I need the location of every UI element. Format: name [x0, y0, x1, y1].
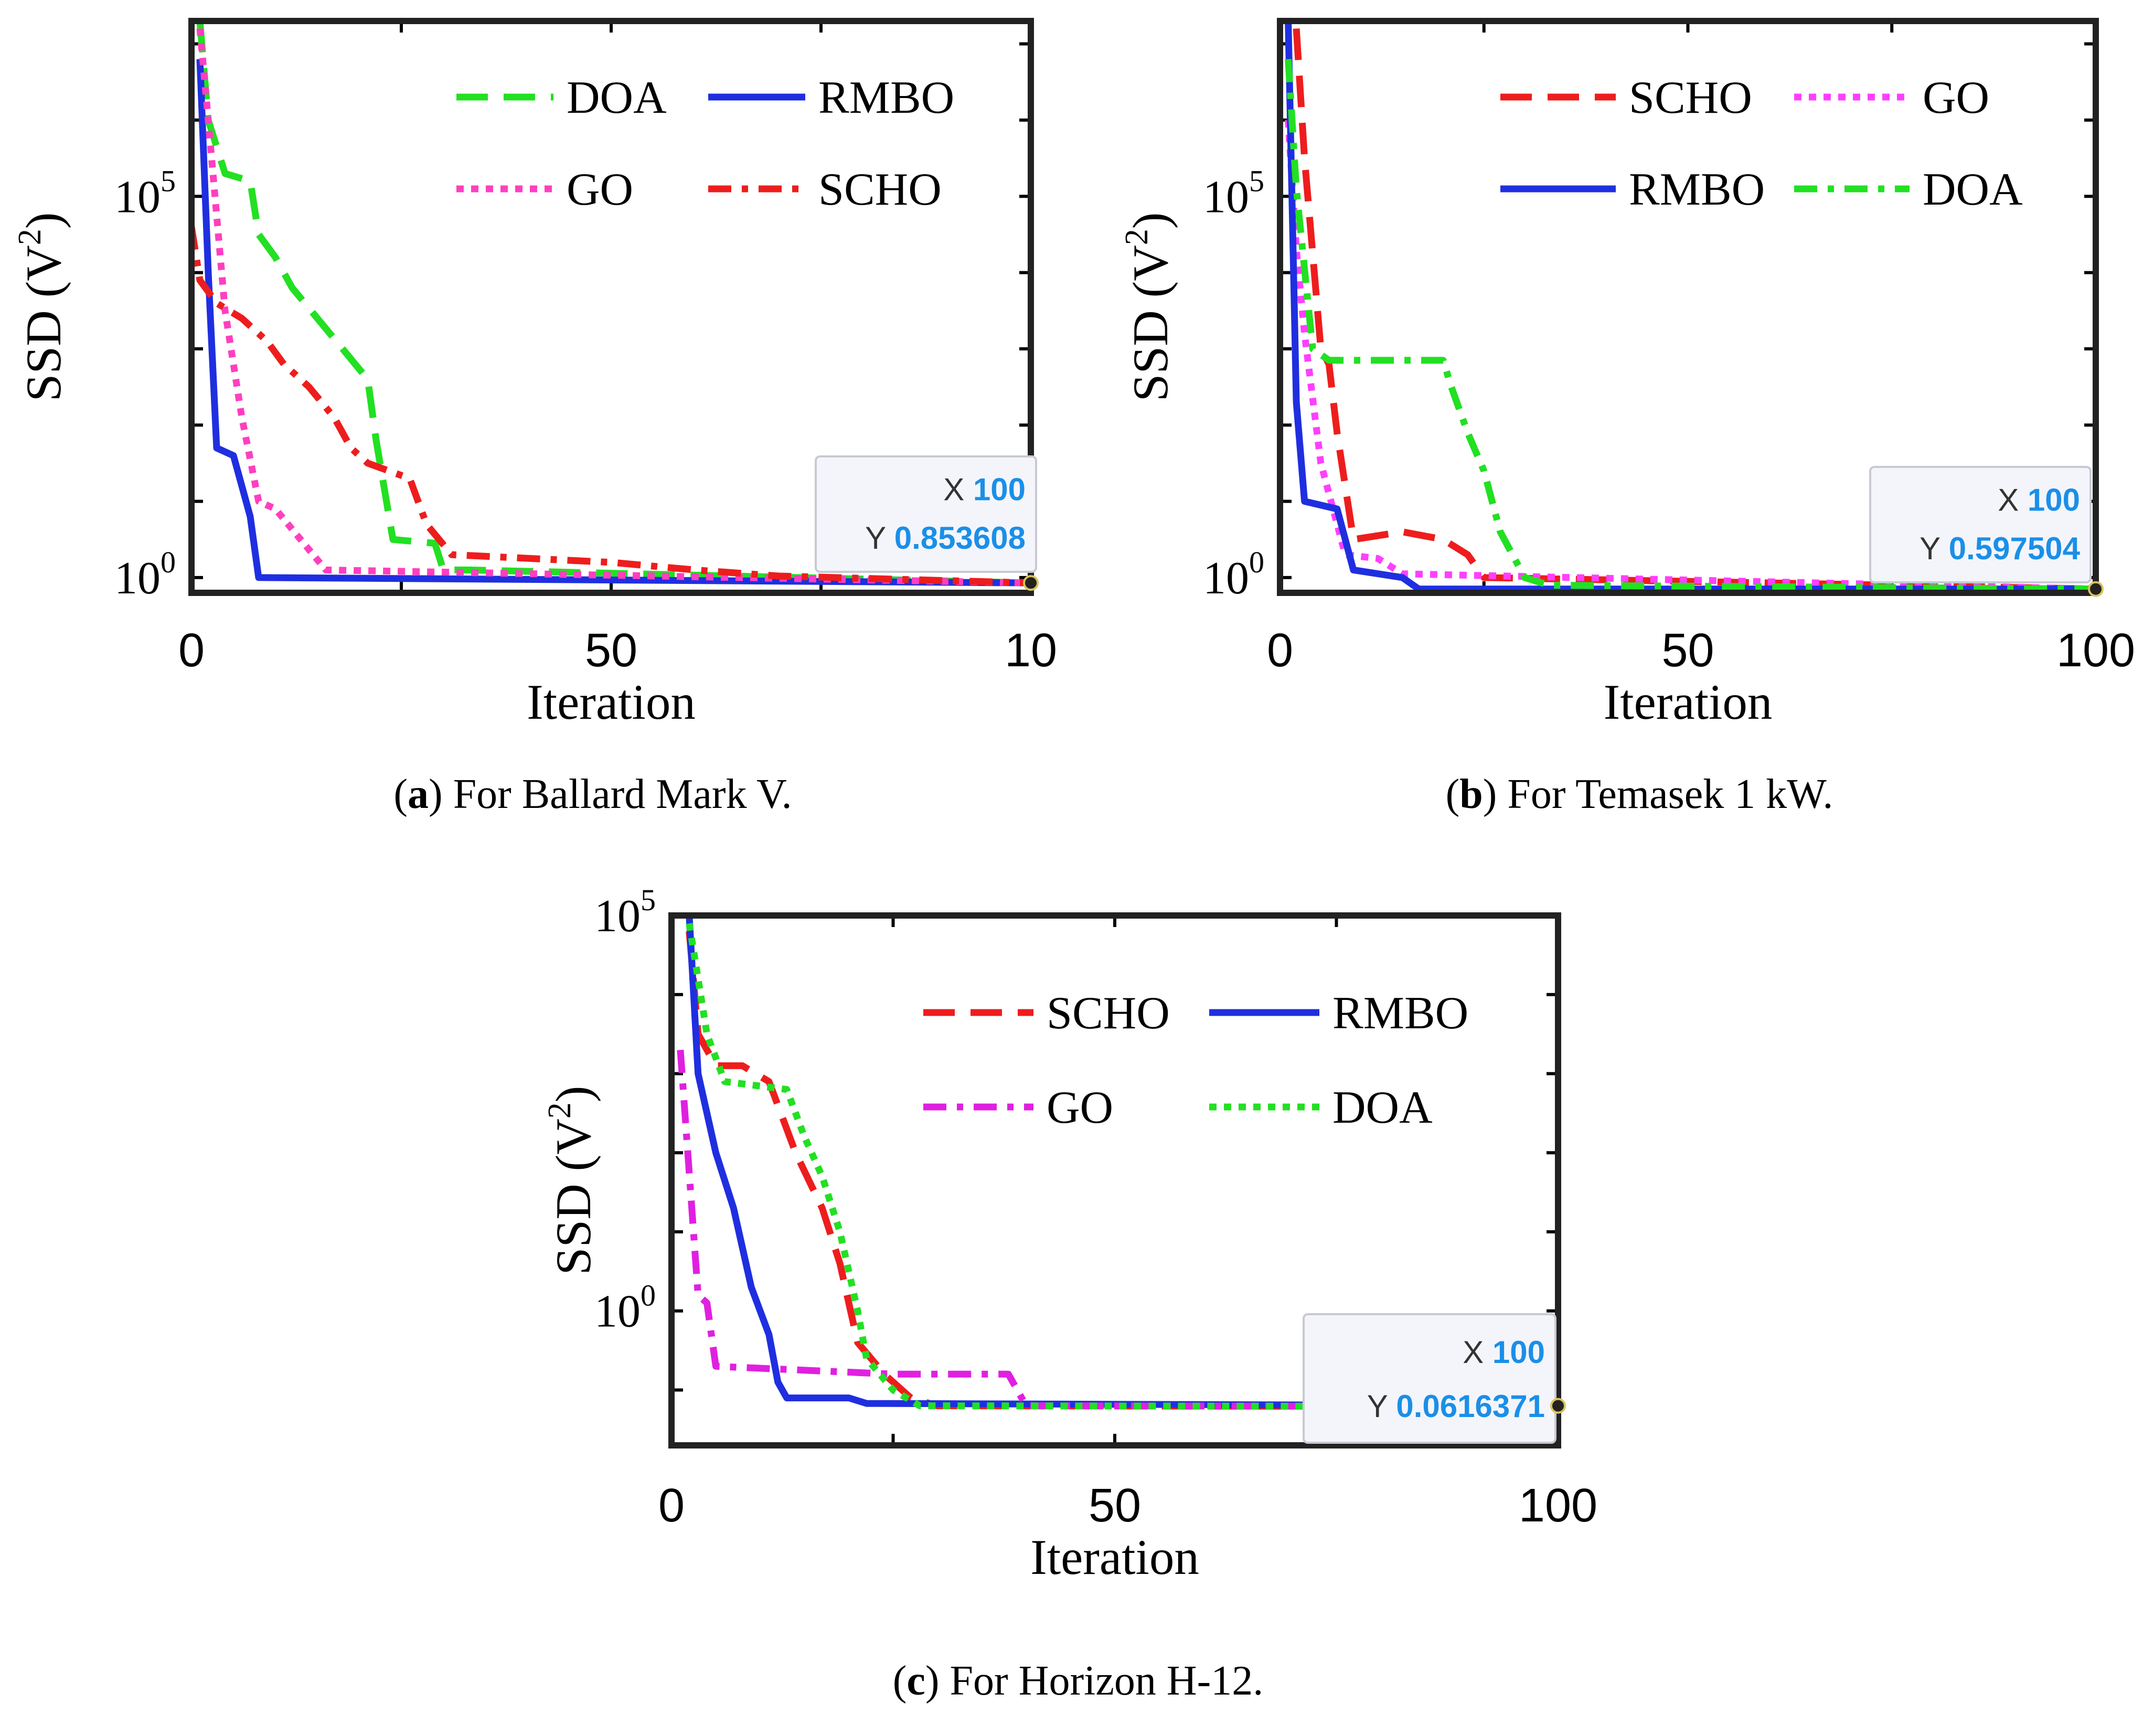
legend-label-rmbo: RMBO	[1332, 988, 1468, 1039]
y-axis-label: SSD (V2)	[12, 212, 71, 402]
datatip-box	[815, 455, 1037, 573]
series-line-rmbo	[686, 915, 1558, 1410]
legend-label-scho: SCHO	[818, 164, 942, 215]
datatip: X 100 Y 0.597504	[1869, 466, 2104, 597]
x-axis-label: Iteration	[1604, 674, 1773, 730]
chart-c: 0 50 100 100 105 Iteration SSD (V2) SCHO RMBO GO D…	[542, 883, 1597, 1704]
datatip-box	[1303, 1313, 1556, 1444]
x-tick-label: 0	[658, 1479, 685, 1532]
series-group	[1285, 21, 2096, 593]
legend-label-go: GO	[567, 164, 633, 215]
datatip-x: X 100	[1463, 1335, 1545, 1370]
series-line-scho	[1293, 28, 2096, 593]
series-line-rmbo	[196, 59, 1031, 587]
series-line-doa	[196, 21, 1031, 587]
plot-area	[668, 912, 1561, 1449]
datatip-y: Y 0.853608	[865, 520, 1026, 556]
x-tick-label: 100	[2056, 624, 2135, 677]
legend-label-doa: DOA	[1923, 164, 2023, 215]
legend-label-go: GO	[1923, 72, 1989, 123]
x-tick-label: 10	[1005, 624, 1057, 677]
plot-area	[188, 18, 1034, 596]
datatip: X 100 Y 0.853608	[815, 455, 1039, 591]
legend: SCHO GO RMBO DOA	[1500, 72, 2023, 215]
datatip-box	[1869, 466, 2092, 583]
legend-label-doa: DOA	[1332, 1082, 1433, 1133]
datatip-x: X 100	[943, 472, 1026, 507]
x-axis-label: Iteration	[1030, 1529, 1199, 1585]
y-tick-label: 100	[594, 1279, 656, 1337]
x-tick-label: 50	[1661, 624, 1714, 677]
datatip-marker	[1550, 1398, 1566, 1414]
legend-label-scho: SCHO	[1629, 72, 1752, 123]
datatip-x: X 100	[1998, 483, 2080, 518]
series-line-scho	[191, 226, 1031, 587]
series-line-rmbo	[1285, 21, 2096, 593]
legend-label-scho: SCHO	[1047, 988, 1170, 1039]
datatip-y: Y 0.597504	[1920, 531, 2080, 566]
datatip: X 100 Y 0.0616371	[1303, 1313, 1566, 1444]
legend-label-rmbo: RMBO	[1629, 164, 1765, 215]
x-tick-label: 0	[1267, 624, 1293, 677]
legend-label-doa: DOA	[567, 72, 667, 123]
caption: (b) For Temasek 1 kW.	[1446, 771, 1833, 817]
y-axis-label: SSD (V2)	[542, 1086, 601, 1275]
plot-area	[1277, 18, 2099, 596]
x-tick-label: 0	[178, 624, 205, 677]
x-tick-label: 100	[1519, 1479, 1597, 1532]
series-line-go	[196, 28, 1031, 587]
x-tick-label: 50	[585, 624, 637, 677]
caption: (c) For Horizon H-12.	[893, 1658, 1264, 1704]
y-tick-label: 100	[1203, 545, 1264, 604]
y-axis-label: SSD (V2)	[1119, 212, 1178, 402]
y-tick-label: 105	[1203, 164, 1264, 222]
series-line-scho	[686, 931, 1558, 1410]
legend: SCHO RMBO GO DOA	[923, 988, 1468, 1133]
y-tick-label: 105	[114, 164, 176, 222]
series-group	[677, 915, 1558, 1410]
x-tick-label: 50	[1089, 1479, 1141, 1532]
legend-label-rmbo: RMBO	[818, 72, 954, 123]
chart-b: 0 50 100 100 105 Iteration SSD (V2) SCHO GO RMBO D…	[1119, 18, 2135, 817]
series-line-doa	[1285, 59, 2096, 593]
series-group	[191, 21, 1031, 587]
legend: DOA RMBO GO SCHO	[456, 72, 954, 215]
y-tick-label: 105	[594, 883, 656, 942]
x-axis-label: Iteration	[527, 674, 696, 730]
datatip-marker	[1023, 575, 1039, 591]
chart-a: 0 50 10 100 105 Iteration SSD (V2) DOA RMBO GO SCH…	[12, 18, 1057, 817]
y-tick-label: 100	[114, 545, 176, 604]
datatip-marker	[2088, 581, 2104, 597]
series-line-go	[677, 1049, 1558, 1410]
datatip-y: Y 0.0616371	[1367, 1389, 1545, 1424]
caption: (a) For Ballard Mark V.	[393, 771, 792, 817]
legend-label-go: GO	[1047, 1082, 1113, 1133]
